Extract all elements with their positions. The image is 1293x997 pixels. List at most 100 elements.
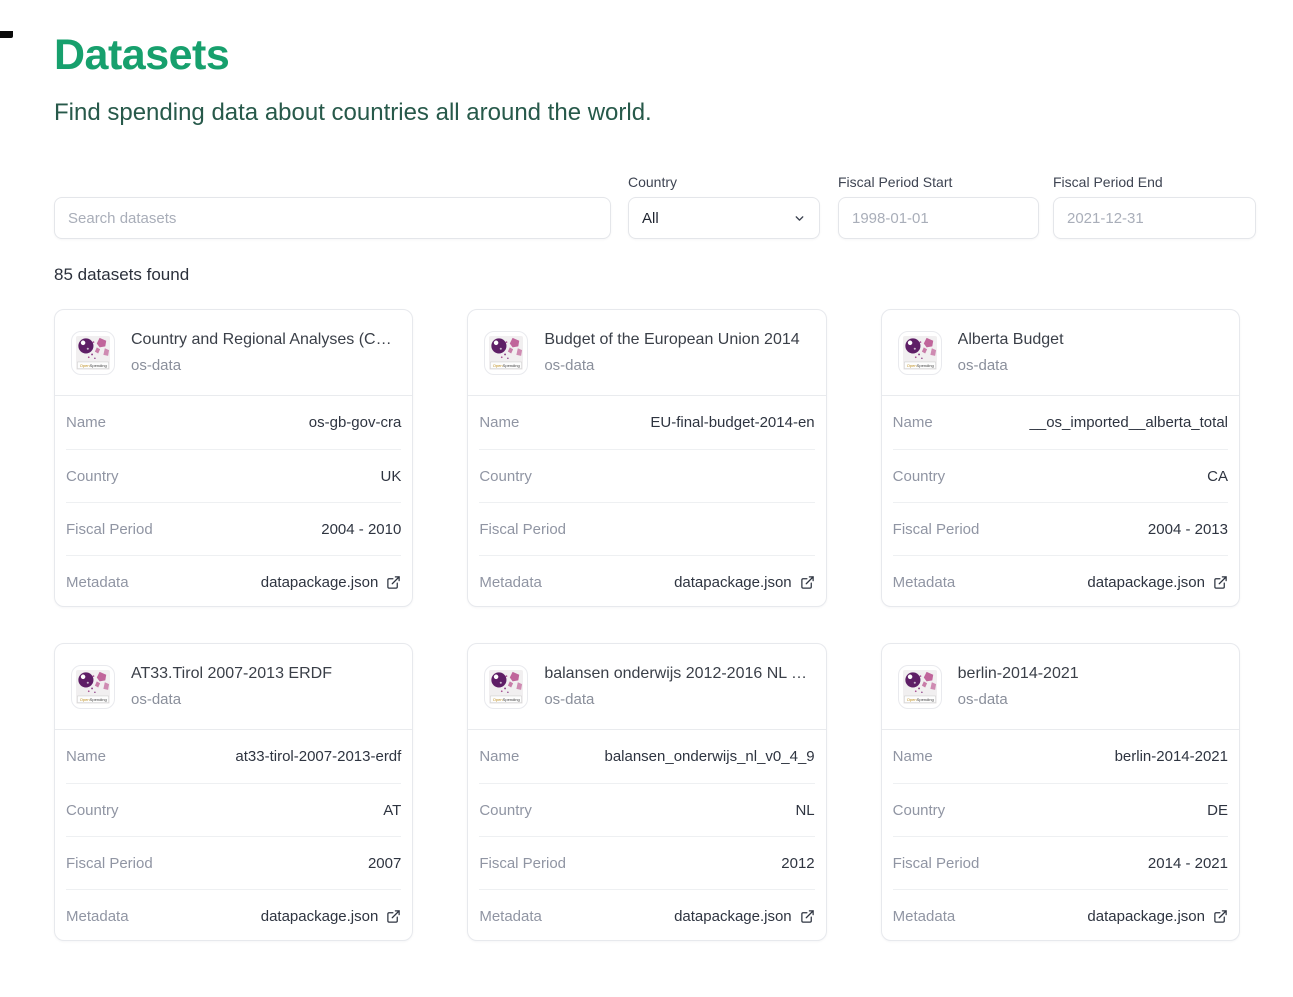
metadata-link-text: datapackage.json <box>1087 907 1205 925</box>
external-link-icon <box>1213 575 1228 590</box>
dataset-name-value: os-gb-gov-cra <box>308 414 402 431</box>
metadata-label: Metadata <box>66 907 129 925</box>
name-row: Name EU-final-budget-2014-en <box>479 396 814 449</box>
country-row: Country AT <box>66 783 402 836</box>
page-subtitle: Find spending data about countries all a… <box>54 99 652 126</box>
dataset-card-header: Alberta Budget os-data <box>881 310 1239 396</box>
dataset-title[interactable]: balansen onderwijs 2012-2016 NL v4.9 <box>544 665 815 682</box>
dataset-title[interactable]: Budget of the European Union 2014 <box>544 331 800 348</box>
country-label: Country <box>66 801 119 819</box>
dataset-title[interactable]: Country and Regional Analyses (CRA) - UK… <box>131 331 402 348</box>
name-row: Name at33-tirol-2007-2013-erdf <box>66 730 401 783</box>
datasets-page: Datasets Find spending data about countr… <box>0 31 1293 941</box>
dataset-name-value: at33-tirol-2007-2013-erdf <box>235 748 402 765</box>
name-label: Name <box>892 414 933 431</box>
name-label: Name <box>892 748 933 765</box>
fiscal-period-row: Fiscal Period 2004 - 2010 <box>66 502 402 555</box>
fiscal-period-label: Fiscal Period <box>479 520 567 538</box>
fiscal-period-end-filter: Fiscal Period End <box>1053 174 1256 239</box>
external-link-icon <box>386 575 401 590</box>
external-link-icon <box>1213 909 1228 924</box>
metadata-link-text: datapackage.json <box>674 907 792 925</box>
fiscal-period-start-filter: Fiscal Period Start <box>838 174 1039 239</box>
fiscal-period-label: Fiscal Period <box>66 520 153 538</box>
fiscal-period-row: Fiscal Period 2007 <box>66 836 402 889</box>
metadata-link-text: datapackage.json <box>260 573 379 591</box>
dataset-country-value: DE <box>1207 801 1228 819</box>
metadata-row: Metadata datapackage.json <box>66 889 402 940</box>
dataset-name-value: balansen_onderwijs_nl_v0_4_9 <box>604 748 815 765</box>
metadata-link-text: datapackage.json <box>260 907 379 925</box>
dataset-country-value: CA <box>1207 467 1228 485</box>
dataset-owner: os-data <box>957 357 1008 374</box>
fiscal-period-end-input[interactable] <box>1053 197 1256 239</box>
fiscal-period-row: Fiscal Period 2012 <box>479 836 815 889</box>
metadata-label: Metadata <box>66 573 129 591</box>
dataset-fiscal-period-value: 2014 - 2021 <box>1147 854 1228 872</box>
dataset-card: Budget of the European Union 2014 os-dat… <box>467 309 827 607</box>
dataset-title[interactable]: AT33.Tirol 2007-2013 ERDF <box>131 665 332 682</box>
metadata-row: Metadata datapackage.json <box>66 555 402 606</box>
dataset-owner: os-data <box>544 691 595 708</box>
country-select[interactable]: All <box>628 197 820 239</box>
dataset-card: Country and Regional Analyses (CRA) - UK… <box>54 309 414 607</box>
fiscal-period-row: Fiscal Period 2014 - 2021 <box>892 836 1228 889</box>
fiscal-period-label: Fiscal Period <box>66 854 153 872</box>
dataset-card-header: Country and Regional Analyses (CRA) - UK… <box>55 310 413 396</box>
metadata-label: Metadata <box>892 907 956 925</box>
openspending-logo-icon <box>71 330 115 375</box>
name-row: Name berlin-2014-2021 <box>893 730 1228 783</box>
fiscal-period-start-input[interactable] <box>838 197 1039 239</box>
openspending-logo-icon <box>71 664 115 709</box>
name-row: Name os-gb-gov-cra <box>66 396 401 449</box>
name-label: Name <box>479 748 520 765</box>
search-input[interactable] <box>54 197 611 239</box>
filter-bar: Country All Fiscal Period Start Fiscal P… <box>54 174 1293 239</box>
metadata-link[interactable]: datapackage.json <box>261 574 402 591</box>
country-row: Country <box>479 449 815 502</box>
metadata-label: Metadata <box>479 573 542 591</box>
country-row: Country UK <box>66 449 402 502</box>
metadata-link[interactable]: datapackage.json <box>1087 574 1228 591</box>
dataset-country-value: AT <box>383 801 402 819</box>
dataset-owner: os-data <box>131 357 182 374</box>
country-select-value: All <box>642 209 659 227</box>
country-filter: Country All <box>628 174 838 239</box>
metadata-link-text: datapackage.json <box>674 573 792 591</box>
dataset-name-value: __os_imported__alberta_total <box>1029 414 1228 431</box>
fiscal-period-end-label: Fiscal Period End <box>1053 174 1163 190</box>
dataset-fiscal-period-value: 2004 - 2013 <box>1147 520 1228 538</box>
name-label: Name <box>479 414 520 431</box>
metadata-row: Metadata datapackage.json <box>479 555 815 606</box>
fiscal-period-row: Fiscal Period 2004 - 2013 <box>892 502 1228 555</box>
dataset-card: berlin-2014-2021 os-data Name berlin-201… <box>880 643 1240 941</box>
fiscal-period-label: Fiscal Period <box>892 854 980 872</box>
metadata-link[interactable]: datapackage.json <box>674 574 815 591</box>
metadata-row: Metadata datapackage.json <box>892 889 1228 940</box>
metadata-link[interactable]: datapackage.json <box>1087 908 1228 925</box>
dataset-card: Alberta Budget os-data Name __os_importe… <box>880 309 1240 607</box>
openspending-logo-icon <box>484 664 529 709</box>
external-link-icon <box>800 909 815 924</box>
dataset-card-header: Budget of the European Union 2014 os-dat… <box>468 310 826 396</box>
country-label: Country <box>479 467 532 485</box>
dataset-title[interactable]: Alberta Budget <box>957 331 1064 348</box>
country-label: Country <box>892 801 946 819</box>
chevron-down-icon <box>793 212 806 225</box>
fiscal-period-row: Fiscal Period <box>479 502 815 555</box>
metadata-link[interactable]: datapackage.json <box>674 908 815 925</box>
metadata-link[interactable]: datapackage.json <box>261 908 402 925</box>
dataset-country-value: NL <box>795 801 815 819</box>
page-title: Datasets <box>54 31 230 79</box>
dataset-fiscal-period-value: 2007 <box>367 854 402 872</box>
fiscal-period-label: Fiscal Period <box>479 854 567 872</box>
dataset-owner: os-data <box>131 691 182 708</box>
country-row: Country NL <box>479 783 815 836</box>
dataset-name-value: berlin-2014-2021 <box>1114 748 1228 765</box>
metadata-link-text: datapackage.json <box>1087 573 1205 591</box>
external-link-icon <box>800 575 815 590</box>
country-filter-label: Country <box>628 174 678 190</box>
results-count: 85 datasets found <box>54 265 190 284</box>
dataset-title[interactable]: berlin-2014-2021 <box>957 665 1079 682</box>
dataset-country-value: UK <box>380 467 402 485</box>
